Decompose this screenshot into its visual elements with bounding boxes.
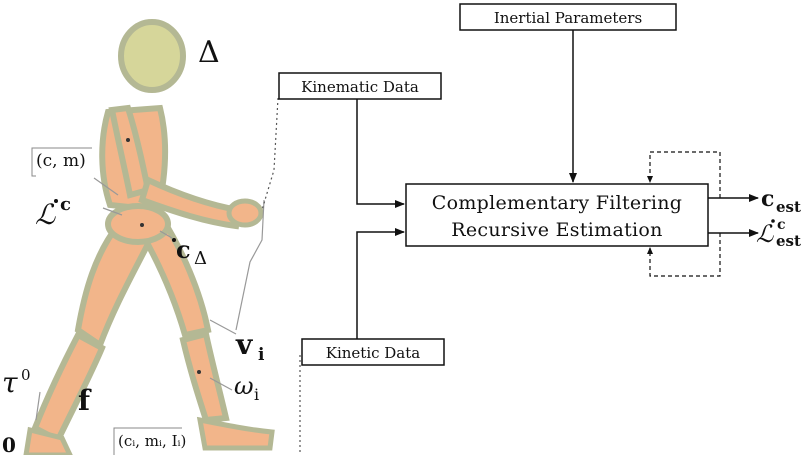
head-segment: [118, 19, 186, 93]
svg-text:ℒ: ℒ: [756, 220, 774, 248]
omega-i-label: ω i: [234, 372, 259, 404]
kinematic-data-box: Kinematic Data: [278, 72, 442, 100]
svg-text:Kinematic Data: Kinematic Data: [301, 78, 419, 96]
kinematic-arrow: [356, 99, 405, 208]
svg-text:i: i: [258, 345, 265, 365]
tau-label: τ 0: [2, 366, 31, 399]
svg-text:c: c: [60, 194, 71, 215]
svg-text:i: i: [254, 385, 259, 404]
front-shank-segment: [179, 330, 230, 424]
svg-text:c: c: [761, 186, 774, 212]
L-c-label: ℒ c: [35, 194, 71, 231]
human-figure: [23, 19, 275, 455]
feedback-bottom: [647, 233, 721, 277]
inertial-parameters-box: Inertial Parameters: [459, 3, 677, 31]
v-i-label: v i: [235, 328, 265, 365]
back-shank-segment: [31, 330, 106, 445]
f-label: f: [78, 384, 92, 417]
back-foot-segment: [23, 426, 73, 455]
svg-text:Kinetic Data: Kinetic Data: [326, 344, 421, 362]
svg-text:est: est: [776, 232, 801, 250]
feedback-loops: [647, 151, 721, 277]
c-m-label: (c, m): [31, 147, 92, 177]
c-delta-label: c Δ: [172, 235, 207, 269]
svg-text:Inertial Parameters: Inertial Parameters: [494, 9, 642, 27]
svg-text:(c, m): (c, m): [36, 151, 86, 171]
svg-text:est: est: [776, 198, 801, 216]
leader-lines: [35, 177, 265, 421]
svg-text:c: c: [176, 235, 191, 264]
com-markers: [126, 138, 201, 374]
svg-text:ω: ω: [234, 372, 254, 400]
estimator-box: Complementary Filtering Recursive Estima…: [405, 183, 709, 247]
L-est-label: ℒ c est: [756, 217, 801, 250]
svg-text:ℒ: ℒ: [35, 198, 56, 231]
front-thigh-segment: [135, 214, 212, 339]
dotted-connectors: [261, 97, 301, 455]
svg-text:(cᵢ, mᵢ, Iᵢ): (cᵢ, mᵢ, Iᵢ): [118, 432, 186, 450]
svg-text:c: c: [777, 217, 786, 233]
svg-text:Δ: Δ: [194, 248, 207, 269]
svg-text:v: v: [235, 328, 253, 361]
svg-text:τ: τ: [2, 366, 18, 399]
delta-label: Δ: [198, 35, 220, 70]
front-foot-segment: [196, 416, 275, 451]
ci-mi-Ii-label: (cᵢ, mᵢ, Iᵢ): [113, 427, 186, 455]
kinetic-data-box: Kinetic Data: [301, 338, 445, 366]
feedback-top: [647, 151, 721, 198]
svg-text:0: 0: [21, 366, 31, 384]
kinetic-arrow: [356, 228, 405, 339]
hand-segment: [226, 198, 264, 228]
svg-text:Complementary Filtering: Complementary Filtering: [432, 192, 682, 214]
flow-arrows: [356, 30, 759, 339]
pelvis-segment: [105, 203, 171, 245]
c-est-label: c est: [761, 186, 801, 216]
forearm-segment: [138, 175, 242, 230]
zero-label: 0: [2, 433, 16, 455]
svg-text:Recursive Estimation: Recursive Estimation: [451, 219, 662, 241]
